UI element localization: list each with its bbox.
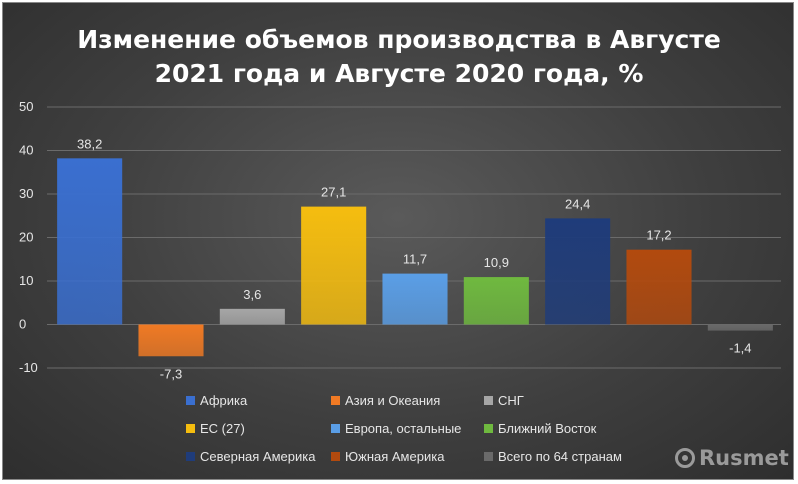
- bar: [545, 218, 611, 325]
- legend-swatch: [484, 424, 493, 433]
- legend-item: Европа, остальные: [331, 421, 461, 436]
- legend-label: Всего по 64 странам: [498, 449, 622, 464]
- bar: [707, 324, 773, 331]
- bar: [382, 273, 448, 325]
- y-tick-label: -10: [19, 360, 38, 375]
- legend-label: Южная Америка: [345, 449, 445, 464]
- legend-item: СНГ: [484, 393, 524, 408]
- bar: [626, 249, 692, 325]
- data-label: 3,6: [243, 287, 261, 302]
- bar-chart: -10 0 10 20 30 40 50 38,2 -7,3 3,6 27,1 11,7 10,9 24,…: [19, 99, 781, 381]
- legend-swatch: [484, 396, 493, 405]
- chart-title-line-1: Изменение объемов производства в Августе: [77, 25, 721, 54]
- legend-label: Европа, остальные: [345, 421, 462, 436]
- legend-item: Северная Америка: [186, 449, 315, 464]
- legend-item: Всего по 64 странам: [484, 449, 622, 464]
- y-tick-label: 50: [19, 99, 33, 114]
- rusmet-logo: Rusmet: [675, 446, 789, 470]
- data-label: 24,4: [565, 196, 590, 211]
- chart-title: Изменение объемов производства в Августе…: [3, 23, 795, 91]
- legend-label: Северная Америка: [200, 449, 316, 464]
- bar: [138, 324, 204, 357]
- chart-title-line-2: 2021 года и Августе 2020 года, %: [154, 59, 644, 88]
- data-label: 27,1: [321, 185, 346, 200]
- bar: [219, 308, 285, 325]
- rusmet-logo-text: Rusmet: [699, 446, 789, 470]
- bar: [463, 277, 529, 325]
- data-label: 38,2: [77, 136, 102, 151]
- legend-label: ЕС (27): [200, 421, 245, 436]
- legend-item: Африка: [186, 393, 247, 408]
- legend-swatch: [186, 424, 195, 433]
- y-tick-label: 20: [19, 230, 33, 245]
- y-tick-label: 40: [19, 143, 33, 158]
- legend-item: Южная Америка: [331, 449, 444, 464]
- legend-swatch: [484, 452, 493, 461]
- legend-item: Ближний Восток: [484, 421, 596, 436]
- y-tick-label: 10: [19, 273, 33, 288]
- legend-label: Ближний Восток: [498, 421, 597, 436]
- y-tick-label: 30: [19, 186, 33, 201]
- legend-swatch: [331, 452, 340, 461]
- legend-swatch: [186, 396, 195, 405]
- data-label: 10,9: [484, 255, 509, 270]
- bar: [301, 206, 367, 325]
- legend-label: Азия и Океания: [345, 393, 441, 408]
- legend-label: СНГ: [498, 393, 524, 408]
- legend-label: Африка: [200, 393, 248, 408]
- legend-swatch: [186, 452, 195, 461]
- data-label: -7,3: [160, 366, 182, 381]
- legend-item: Азия и Океания: [331, 393, 440, 408]
- bar: [57, 158, 123, 325]
- data-label: 17,2: [646, 228, 671, 243]
- legend-swatch: [331, 396, 340, 405]
- data-label: -1,4: [729, 341, 751, 356]
- legend-item: ЕС (27): [186, 421, 245, 436]
- y-tick-label: 0: [19, 317, 26, 332]
- legend-swatch: [331, 424, 340, 433]
- rusmet-logo-icon: [675, 448, 695, 468]
- data-label: 11,7: [403, 252, 427, 267]
